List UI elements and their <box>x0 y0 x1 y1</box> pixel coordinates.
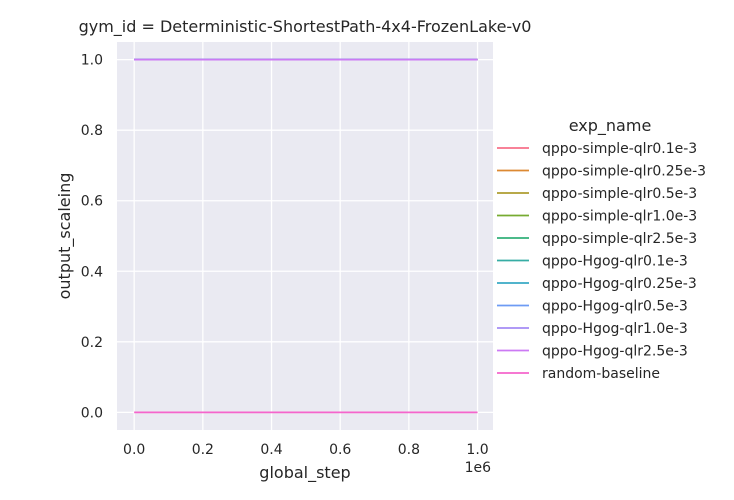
x-axis-offset-label: 1e6 <box>465 460 492 476</box>
plot-area <box>117 42 493 430</box>
x-tick-label: 0.2 <box>192 442 214 458</box>
legend-entry-label: qppo-Hgog-qlr0.1e-3 <box>542 254 688 270</box>
legend-entry-label: qppo-simple-qlr2.5e-3 <box>542 231 697 247</box>
legend-entry-label: qppo-simple-qlr0.5e-3 <box>542 186 697 202</box>
legend-title: exp_name <box>569 116 652 136</box>
y-axis-ticks: 0.0 0.2 0.4 0.6 0.8 1.0 <box>81 53 103 422</box>
y-tick-label: 0.2 <box>81 335 103 351</box>
legend-entry-label: qppo-simple-qlr0.1e-3 <box>542 141 697 157</box>
legend-entry-label: qppo-Hgog-qlr0.5e-3 <box>542 299 688 315</box>
x-tick-label: 0.6 <box>329 442 351 458</box>
y-tick-label: 0.6 <box>81 194 103 210</box>
x-tick-label: 0.4 <box>260 442 282 458</box>
legend-entry-label: random-baseline <box>542 366 660 382</box>
series-layer <box>134 58 478 414</box>
x-axis-ticks: 0.0 0.2 0.4 0.6 0.8 1.0 <box>123 442 489 458</box>
y-tick-label: 0.4 <box>81 264 103 280</box>
legend: exp_name qppo-simple-qlr0.1e-3 qppo-simpl… <box>497 116 706 382</box>
legend-entry-label: qppo-simple-qlr0.25e-3 <box>542 164 706 180</box>
x-tick-label: 0.0 <box>123 442 145 458</box>
chart-title: gym_id = Deterministic-ShortestPath-4x4-… <box>79 17 532 37</box>
legend-entry-label: qppo-Hgog-qlr0.25e-3 <box>542 276 697 292</box>
x-tick-label: 1.0 <box>466 442 488 458</box>
y-tick-label: 0.0 <box>81 405 103 421</box>
legend-entry-label: qppo-simple-qlr1.0e-3 <box>542 209 697 225</box>
x-axis-label: global_step <box>259 463 350 483</box>
y-axis-label: output_scaleing <box>55 173 75 300</box>
x-tick-label: 0.8 <box>398 442 420 458</box>
y-tick-label: 0.8 <box>81 123 103 139</box>
legend-entry-label: qppo-Hgog-qlr1.0e-3 <box>542 321 688 337</box>
y-tick-label: 1.0 <box>81 53 103 69</box>
legend-entry-label: qppo-Hgog-qlr2.5e-3 <box>542 344 688 360</box>
